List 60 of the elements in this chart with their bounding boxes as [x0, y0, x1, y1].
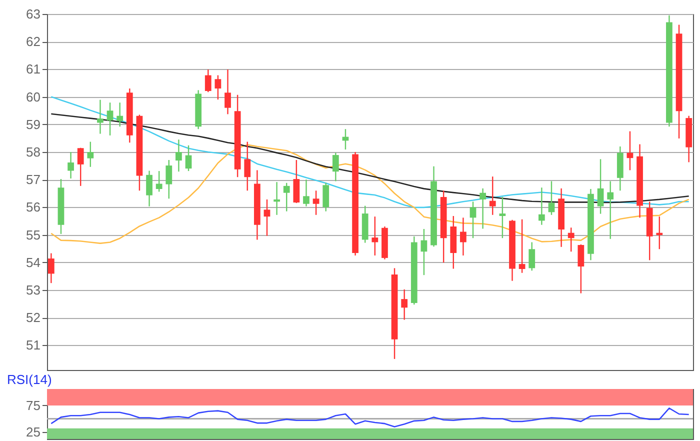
- y-tick-label: 55: [26, 227, 40, 242]
- candlestick: [480, 188, 486, 230]
- y-tick-label: 75: [26, 398, 40, 413]
- y-tick-label: 52: [26, 310, 40, 326]
- candlestick: [626, 130, 634, 171]
- candlestick: [214, 74, 222, 100]
- candlestick: [420, 228, 428, 276]
- candlestick: [597, 158, 604, 214]
- y-tick-label: 58: [26, 144, 40, 160]
- line-series: [50, 144, 690, 244]
- candlestick: [106, 102, 114, 136]
- candlestick: [204, 68, 212, 93]
- candlestick: [322, 182, 330, 212]
- y-tick-label: 56: [26, 200, 40, 215]
- candlestick: [146, 170, 152, 207]
- candlestick: [87, 141, 94, 168]
- candlestick: [77, 147, 84, 187]
- candlestick: [68, 151, 74, 180]
- candlestick: [312, 190, 320, 216]
- y-tick-label: 63: [26, 6, 40, 22]
- candlestick: [185, 144, 192, 172]
- y-tick-label: 51: [26, 338, 40, 353]
- candlestick: [116, 102, 124, 128]
- candlestick: [568, 227, 574, 252]
- y-tick-label: 59: [26, 116, 40, 132]
- y-tick-label: 57: [26, 172, 40, 188]
- candlestick: [264, 198, 270, 236]
- candlestick: [224, 68, 231, 115]
- candlestick: [499, 196, 506, 239]
- candlestick: [244, 141, 251, 192]
- candlestick: [332, 152, 339, 182]
- line-series: [50, 408, 690, 428]
- y-tick-label: 60: [26, 89, 40, 104]
- candlestick: [528, 242, 536, 272]
- line-series: [50, 96, 690, 208]
- candlestick: [166, 159, 172, 200]
- candlestick: [518, 218, 526, 274]
- chart-title: RSI(14): [7, 372, 52, 387]
- candlestick: [656, 216, 663, 250]
- candlestick: [578, 244, 584, 294]
- candlestick: [548, 180, 555, 216]
- candlestick: [401, 288, 408, 320]
- candlestick: [489, 176, 496, 216]
- candlestick: [293, 159, 300, 204]
- candlestick: [97, 99, 104, 134]
- candlestick: [303, 178, 310, 207]
- candlestick: [274, 181, 280, 216]
- y-tick-label: 61: [26, 62, 40, 77]
- candlestick: [372, 216, 378, 256]
- y-tick-label: 25: [26, 424, 40, 440]
- candlestick: [460, 217, 466, 256]
- candlestick: [283, 182, 290, 212]
- candlestick: [607, 180, 614, 240]
- candlestick: [156, 170, 162, 192]
- candlestick: [538, 186, 545, 226]
- y-tick-label: 54: [26, 254, 40, 270]
- y-tick-label: 53: [26, 282, 40, 298]
- candlestick: [176, 138, 182, 172]
- candlestick: [470, 201, 476, 239]
- y-tick-label: 62: [26, 34, 40, 50]
